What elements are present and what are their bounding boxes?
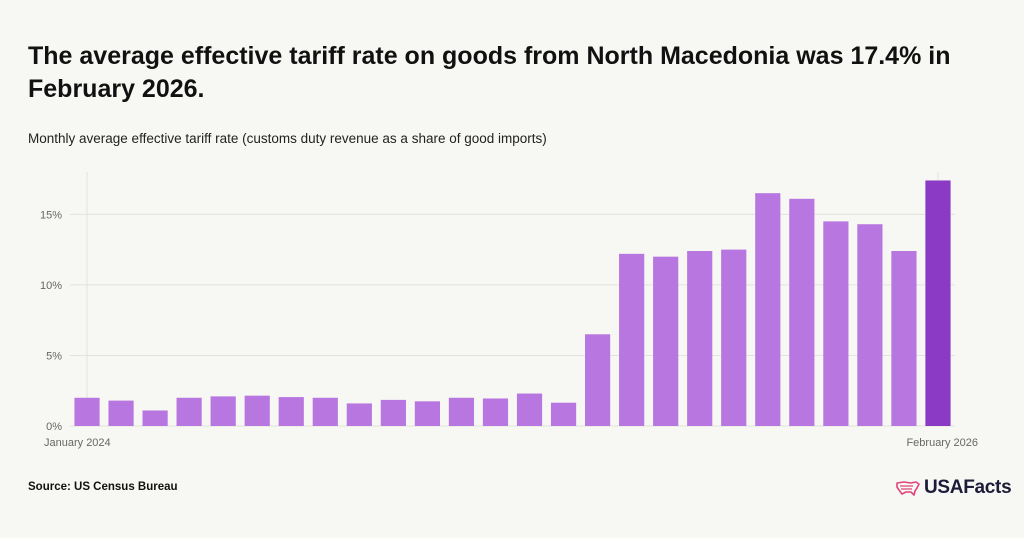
bar[interactable] (585, 334, 611, 426)
source-note: Source: US Census Bureau (28, 481, 178, 493)
y-tick-label: 10% (40, 280, 62, 292)
bar[interactable] (687, 251, 713, 426)
bar[interactable] (619, 253, 645, 426)
bar-chart: 0% 5% 10% 15% January 2024 February 2026 (40, 172, 978, 449)
bar[interactable] (789, 198, 815, 426)
y-tick-label: 5% (46, 350, 62, 362)
bar[interactable] (244, 395, 270, 426)
bar[interactable] (857, 224, 883, 426)
bar[interactable] (550, 402, 577, 426)
bar[interactable] (210, 396, 236, 426)
usafacts-logo[interactable]: USAFacts (896, 477, 1012, 499)
bar[interactable] (925, 180, 951, 426)
y-tick-label: 15% (40, 209, 62, 221)
chart-subtitle: Monthly average effective tariff rate (c… (28, 131, 547, 146)
chart-title: The average effective tariff rate on goo… (28, 42, 951, 103)
bar[interactable] (516, 393, 543, 426)
bar[interactable] (653, 256, 679, 426)
logo-text: USAFacts (924, 477, 1012, 498)
bar[interactable] (414, 401, 440, 426)
bar[interactable] (448, 397, 475, 426)
bar[interactable] (142, 410, 168, 426)
x-tick-label-end: February 2026 (906, 437, 978, 449)
y-tick-label: 0% (46, 421, 62, 433)
bar[interactable] (823, 221, 849, 426)
bar[interactable] (755, 193, 781, 426)
bar[interactable] (108, 400, 134, 426)
bar[interactable] (278, 397, 304, 426)
bar[interactable] (176, 397, 202, 426)
bar[interactable] (312, 397, 338, 426)
x-tick-label-start: January 2024 (44, 437, 111, 449)
bar[interactable] (721, 249, 747, 426)
bar[interactable] (74, 397, 100, 426)
bar[interactable] (380, 399, 406, 426)
bar[interactable] (482, 398, 509, 426)
us-map-icon (896, 481, 920, 496)
bar[interactable] (891, 251, 917, 426)
bar[interactable] (346, 403, 372, 426)
